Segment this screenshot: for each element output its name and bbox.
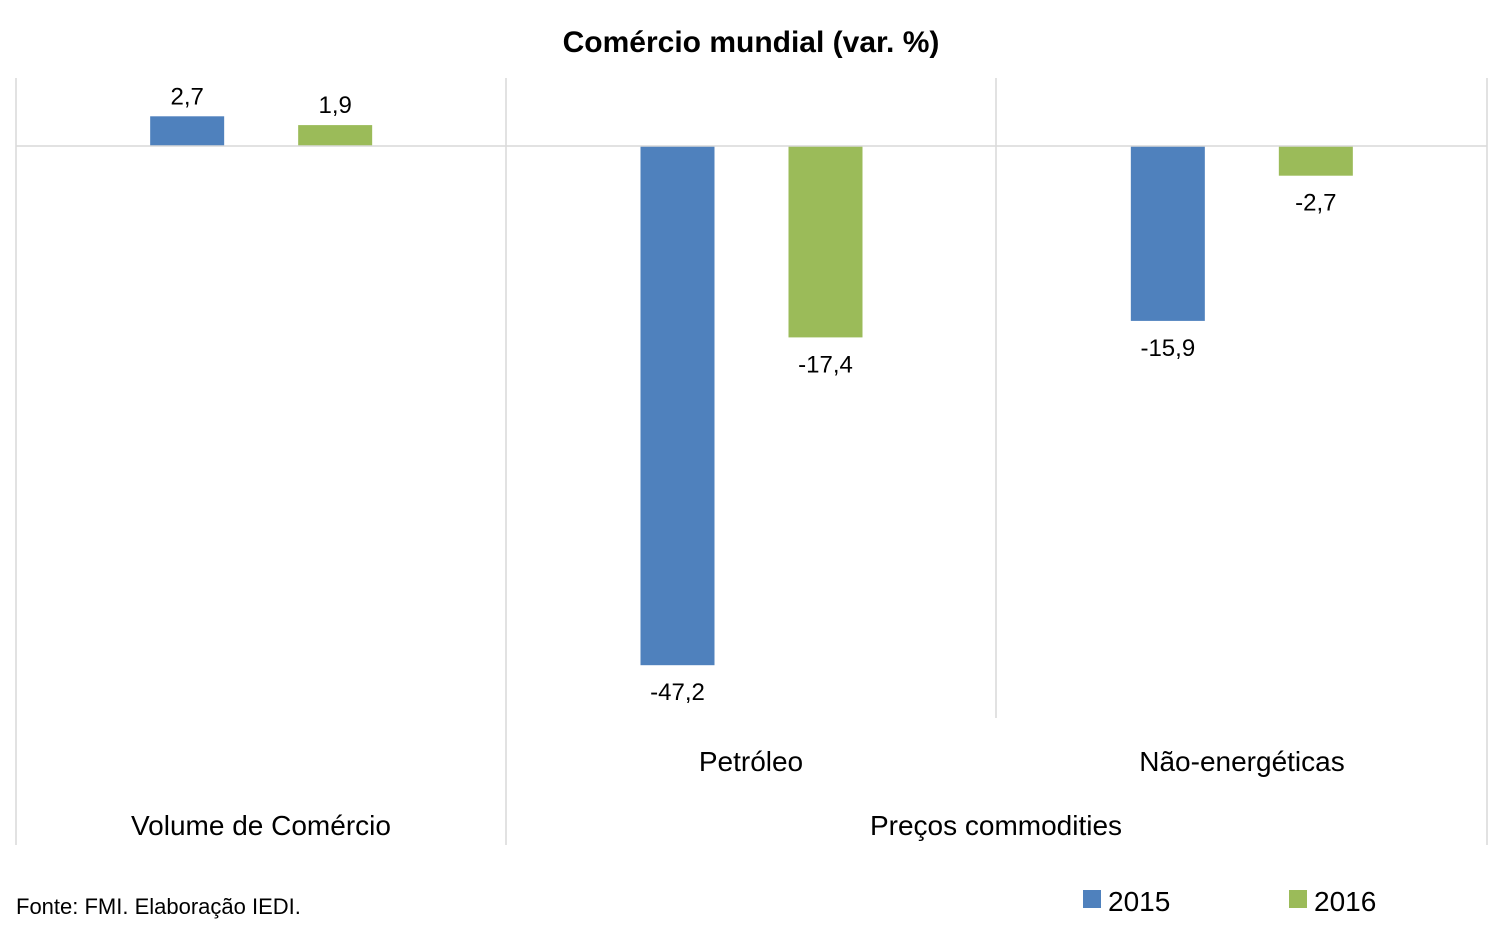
data-label-2015-cat2: -15,9 <box>1140 335 1195 362</box>
bar-2016-cat2 <box>1278 146 1353 176</box>
group-label-precos-commodities: Preços commodities <box>870 810 1122 841</box>
legend-swatch-2016 <box>1289 890 1307 908</box>
legend-label-2015: 2015 <box>1108 886 1170 917</box>
legend-label-2016: 2016 <box>1314 886 1376 917</box>
data-labels-layer: 2,7 -47,2 -15,9 1,9 -17,4 -2,7 <box>170 83 1336 706</box>
chart-title: Comércio mundial (var. %) <box>563 26 940 59</box>
bars-layer <box>150 116 1353 666</box>
bar-2016-cat0 <box>298 125 373 146</box>
group-label-volume-comercio: Volume de Comércio <box>131 810 391 841</box>
bar-2016-cat1 <box>788 146 863 338</box>
data-label-2016-cat0: 1,9 <box>318 92 351 119</box>
bar-2015-cat1 <box>640 146 715 666</box>
data-label-2016-cat2: -2,7 <box>1295 190 1336 217</box>
data-label-2016-cat1: -17,4 <box>798 351 853 378</box>
data-label-2015-cat0: 2,7 <box>170 83 203 110</box>
category-label-petroleo: Petróleo <box>699 746 803 777</box>
source-note: Fonte: FMI. Elaboração IEDI. <box>16 894 301 919</box>
bar-2015-cat0 <box>150 116 225 146</box>
legend-swatch-2015 <box>1083 890 1101 908</box>
data-label-2015-cat1: -47,2 <box>650 679 705 706</box>
bar-2015-cat2 <box>1130 146 1205 321</box>
category-label-nao-energeticas: Não-energéticas <box>1139 746 1344 777</box>
